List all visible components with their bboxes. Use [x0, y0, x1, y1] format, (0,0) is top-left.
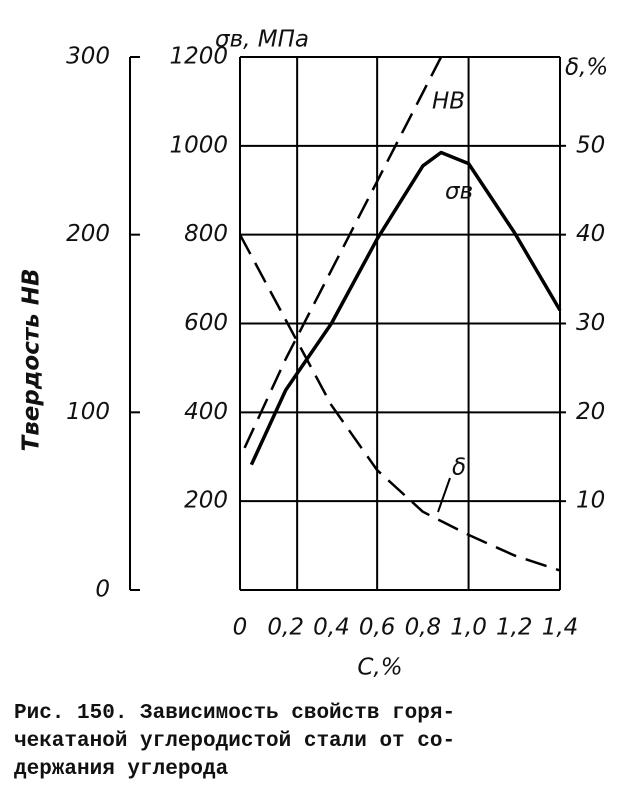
y-tick-label: 600 [184, 310, 228, 336]
y2-tick-label: 20 [576, 399, 605, 425]
caption-line: Рис. 150. Зависимость свойств горя- [14, 702, 455, 725]
series-label: δ [452, 455, 466, 481]
y-tick-label: 1200 [169, 44, 228, 70]
x-tick-label: 0,4 [313, 615, 350, 641]
label-leader [437, 477, 451, 513]
x-tick-label: 1,0 [450, 615, 487, 641]
y-tick-label: 400 [184, 399, 228, 425]
y3-tick-label: 200 [66, 221, 110, 247]
series-label: НВ [432, 89, 465, 115]
y2-tick-label: 50 [576, 132, 605, 158]
caption-line: держания углерода [14, 758, 229, 781]
x-tick-label: 0,2 [267, 615, 304, 641]
y-tick-label: 800 [184, 221, 228, 247]
y2-tick-label: 30 [576, 310, 605, 336]
y-tick-label: 200 [184, 488, 228, 514]
series-line [238, 234, 561, 572]
x-tick-label: 0,6 [359, 615, 396, 641]
caption-line: чекатаной углеродистой стали от со- [14, 730, 455, 753]
y3-tick-label: 100 [66, 399, 110, 425]
y3-axis-label: Твердость НВ [19, 269, 45, 452]
y-tick-label: 1000 [169, 132, 228, 158]
y2-axis-label: δ,% [565, 55, 608, 81]
y-axis-label: σв, МПа [215, 27, 309, 53]
series-line [243, 56, 443, 449]
series-label: σв [445, 179, 473, 205]
x-tick-label: 0 [233, 615, 248, 641]
y2-tick-label: 10 [576, 488, 605, 514]
y3-tick-label: 0 [95, 577, 110, 603]
x-tick-label: 1,4 [542, 615, 579, 641]
y3-tick-label: 300 [66, 44, 110, 70]
x-axis-label: C,% [357, 655, 402, 681]
series-line [249, 150, 562, 466]
x-tick-label: 1,2 [496, 615, 533, 641]
x-tick-label: 0,8 [405, 615, 442, 641]
y2-tick-label: 40 [576, 221, 605, 247]
